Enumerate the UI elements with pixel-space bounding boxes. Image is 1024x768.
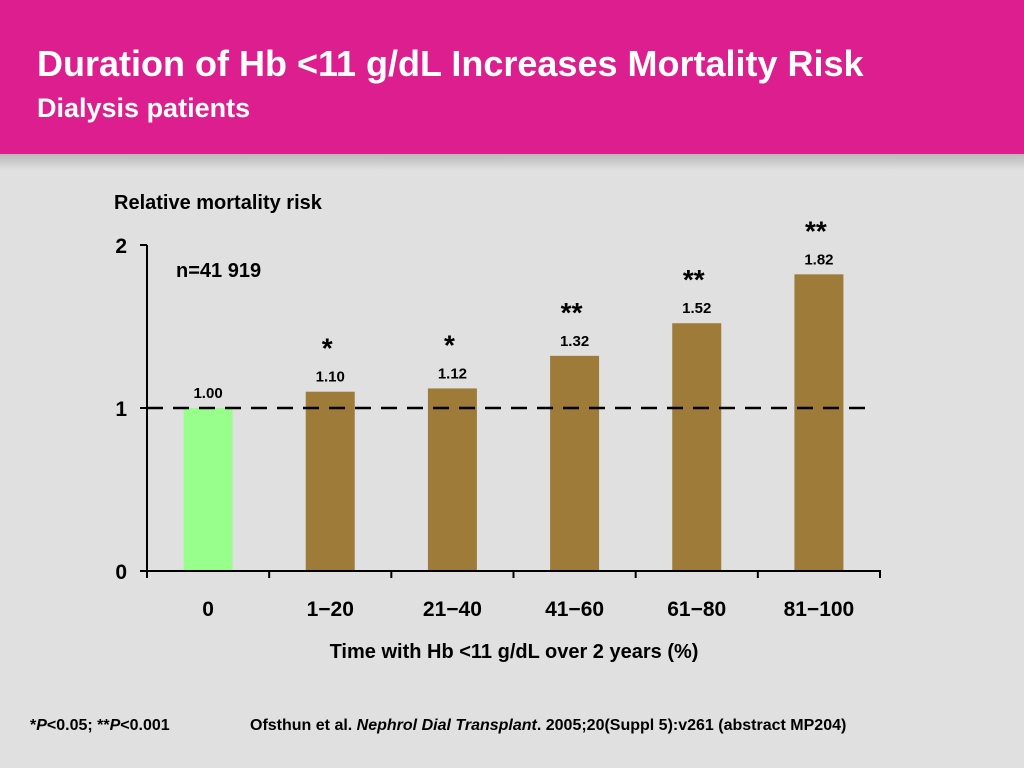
- x-tick-label-0: 0: [202, 598, 214, 621]
- sample-size-label: n=41 919: [176, 260, 261, 282]
- value-label-4: 1.52: [682, 300, 711, 317]
- footnote-star-1: *: [30, 717, 37, 734]
- bar-1: [305, 391, 355, 571]
- y-tick-label-2: 2: [115, 235, 127, 258]
- slide-title: Duration of Hb <11 g/dL Increases Mortal…: [37, 43, 864, 84]
- significance-marker-2: *: [444, 329, 455, 360]
- value-label-2: 1.12: [438, 365, 467, 382]
- bar-2: [427, 388, 477, 571]
- value-label-1: 1.10: [316, 369, 345, 386]
- value-label-5: 1.82: [804, 251, 833, 268]
- citation-details: . 2005;20(Suppl 5):v261 (abstract MP204): [536, 717, 847, 734]
- x-tick-label-2: 21−40: [423, 598, 482, 621]
- citation: Ofsthun et al. Nephrol Dial Transplant. …: [250, 717, 846, 735]
- citation-journal: Nephrol Dial Transplant: [356, 717, 537, 734]
- x-tick-label-4: 61−80: [667, 598, 726, 621]
- y-tick-label-1: 1: [115, 398, 127, 421]
- significance-marker-3: **: [561, 297, 583, 328]
- bar-0: [183, 408, 233, 571]
- x-tick-label-3: 41−60: [545, 598, 604, 621]
- footnote-p-2: P: [109, 717, 121, 734]
- y-axis-label: Relative mortality risk: [114, 192, 323, 214]
- value-label-3: 1.32: [560, 333, 589, 350]
- footnote-star-2: **: [97, 717, 110, 734]
- y-tick-label-0: 0: [115, 561, 127, 584]
- citation-authors: Ofsthun et al.: [250, 717, 357, 734]
- x-tick-label-5: 81−100: [784, 598, 855, 621]
- title-banner: [0, 0, 1024, 154]
- significance-marker-4: **: [683, 264, 705, 295]
- x-tick-label-1: 1−20: [307, 598, 354, 621]
- bar-3: [550, 355, 600, 571]
- bar-4: [672, 323, 722, 571]
- footnote-p-1: P: [36, 717, 47, 734]
- value-label-0: 1.00: [193, 385, 222, 402]
- significance-marker-5: **: [805, 215, 827, 246]
- bar-5: [794, 274, 844, 571]
- x-axis-label: Time with Hb <11 g/dL over 2 years (%): [330, 641, 699, 663]
- slide-subtitle: Dialysis patients: [37, 93, 251, 123]
- significance-footnote: *P<0.05; **P<0.001: [30, 717, 170, 735]
- banner-shadow: [0, 154, 1024, 170]
- significance-marker-1: *: [322, 333, 333, 364]
- footnote-text-2: <0.001: [120, 717, 170, 734]
- footnote-text-1: <0.05;: [46, 717, 98, 734]
